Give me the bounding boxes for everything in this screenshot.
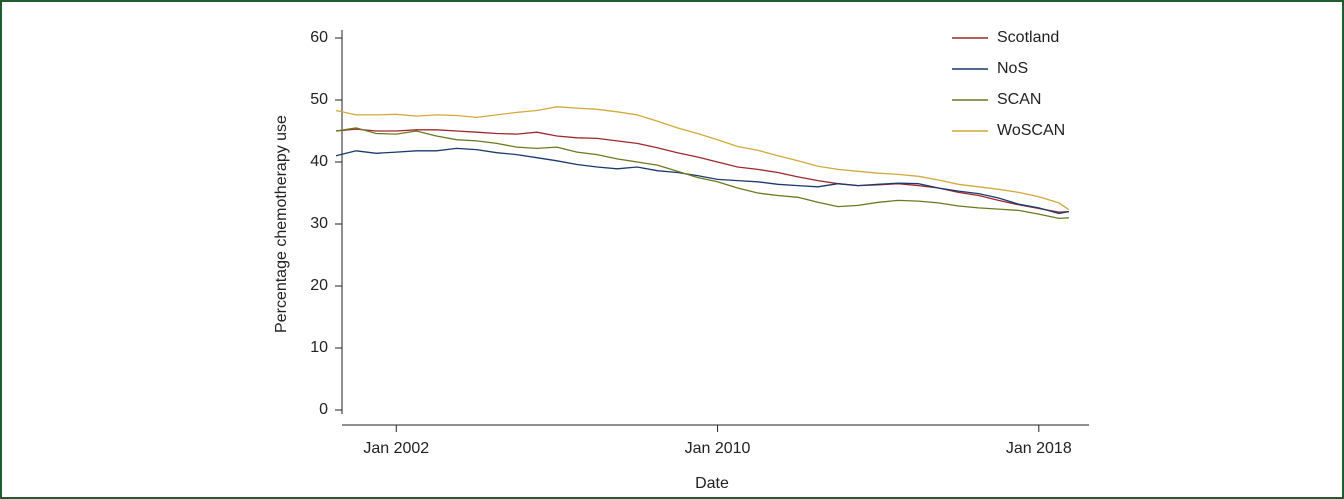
series-line: [335, 128, 1069, 213]
y-tick-label: 50: [310, 91, 328, 108]
y-tick-label: 60: [310, 29, 328, 46]
y-tick-label: 20: [310, 277, 328, 294]
y-axis-label: Percentage chemotherapy use: [273, 115, 290, 333]
y-tick-label: 30: [310, 215, 328, 232]
legend-label: WoSCAN: [997, 122, 1065, 139]
x-axis-label: Date: [695, 475, 729, 492]
y-tick-label: 10: [310, 339, 328, 356]
y-tick-label: 40: [310, 153, 328, 170]
y-tick-label: 0: [319, 401, 328, 418]
x-tick-label: Jan 2018: [1006, 440, 1072, 457]
series-line: [335, 147, 1070, 215]
series-line: [335, 127, 1069, 220]
legend-label: NoS: [997, 60, 1028, 77]
legend-label: SCAN: [997, 91, 1041, 108]
legend-label: Scotland: [997, 29, 1059, 46]
series-line: [335, 106, 1070, 211]
x-tick-label: Jan 2002: [363, 440, 429, 457]
x-tick-label: Jan 2010: [685, 440, 751, 457]
